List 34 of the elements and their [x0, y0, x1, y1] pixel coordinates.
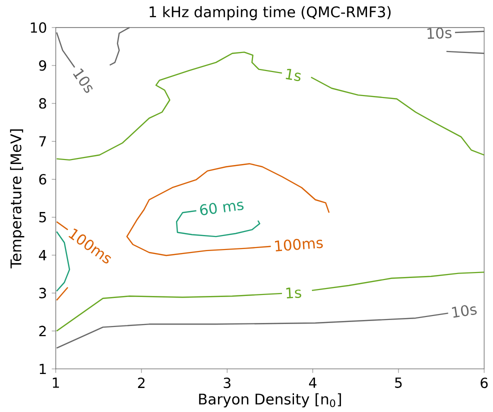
- x-tick-label: 6: [480, 378, 488, 388]
- text: 10s: [73, 68, 93, 93]
- x-tick-label: 2: [138, 378, 144, 388]
- y-axis-title: Temperature [MeV]: [10, 130, 24, 268]
- x-axis-title: Baryon Density [n$_{0}$]: [199, 393, 341, 408]
- series-label: 1s: [286, 288, 302, 298]
- y-tick-label: 5: [39, 212, 46, 222]
- line-series: [56, 312, 449, 349]
- line-series: [311, 272, 485, 292]
- line-series: [109, 27, 130, 66]
- text: 1s: [286, 68, 301, 82]
- line-series: [310, 76, 485, 156]
- y-tick-label: 10: [30, 22, 46, 33]
- y-tick-label: 9: [39, 60, 46, 71]
- text: 10s: [452, 305, 477, 318]
- series-label: 10s: [427, 28, 452, 39]
- line-series: [56, 52, 283, 161]
- line-series: [126, 163, 330, 256]
- y-tick-label: 1: [40, 364, 46, 374]
- y-tick-label: 4: [38, 250, 46, 260]
- x-tick-label: 5: [395, 378, 402, 388]
- line-series: [56, 292, 283, 332]
- x-tick-label: 3: [224, 378, 230, 388]
- y-tick-label: 8: [39, 98, 46, 109]
- x-tick-label: 4: [309, 378, 316, 388]
- chart-title: 1 kHz damping time (QMC-RMF3): [150, 6, 391, 20]
- y-tick-label: 3: [39, 288, 46, 298]
- line-series: [56, 231, 70, 292]
- y-tick-label: 2: [39, 326, 46, 336]
- series-label: 100ms: [274, 238, 323, 252]
- x-tick-label: 1: [52, 378, 59, 388]
- y-tick-label: 6: [39, 174, 46, 185]
- y-tick-label: 7: [39, 136, 46, 147]
- text: 60 ms: [200, 202, 244, 216]
